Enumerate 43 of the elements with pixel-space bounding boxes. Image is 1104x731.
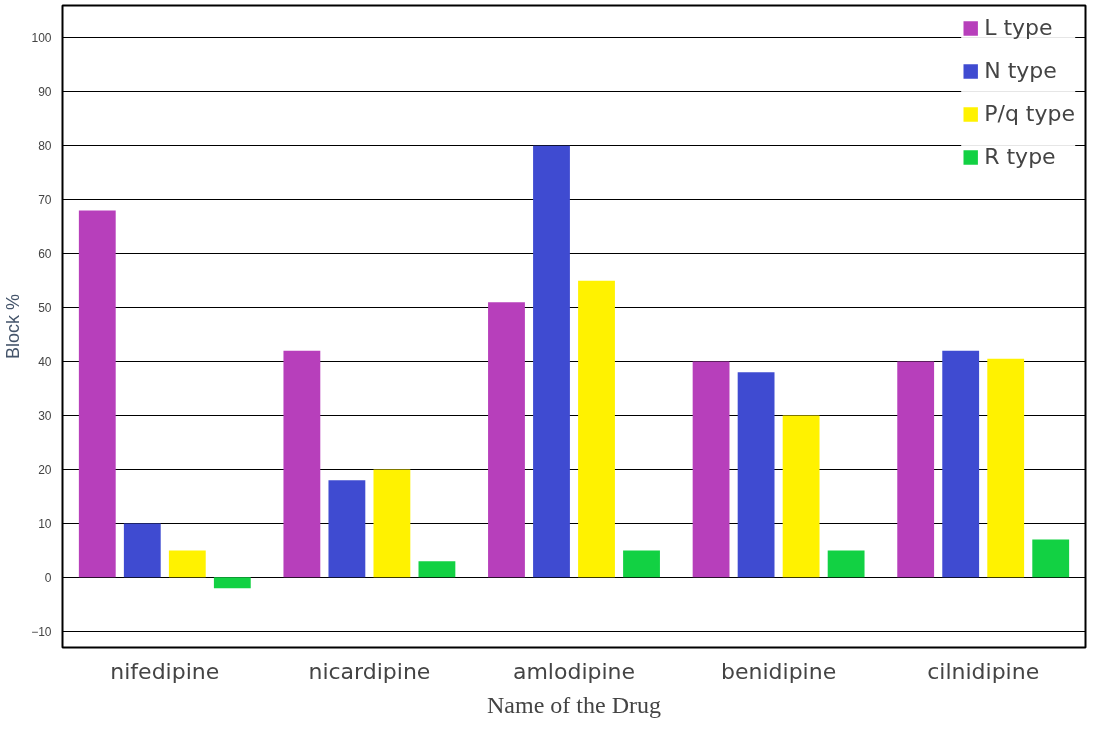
- y-tick-label: 10: [38, 516, 52, 531]
- bar: [782, 415, 820, 578]
- bar: [942, 350, 980, 578]
- bar: [987, 358, 1025, 578]
- y-tick-label: 90: [38, 85, 52, 100]
- y-tick-label: 20: [38, 462, 52, 477]
- bar: [328, 480, 366, 578]
- bar: [827, 550, 865, 578]
- x-tick-label: amlodipine: [512, 658, 636, 684]
- y-tick-label: 30: [38, 409, 52, 424]
- bar: [213, 577, 251, 589]
- x-tick-label: cilnidipine: [927, 658, 1040, 684]
- bar: [373, 469, 411, 578]
- legend-label: L type: [984, 15, 1053, 40]
- bar: [168, 550, 206, 578]
- bar: [692, 361, 730, 578]
- y-axis-title: Block %: [3, 293, 24, 360]
- y-tick-label: 0: [44, 570, 52, 585]
- legend-label: N type: [984, 58, 1057, 83]
- bar: [78, 210, 116, 578]
- x-tick-label: benidipine: [721, 658, 837, 684]
- bar: [897, 361, 935, 578]
- y-tick-label: 60: [38, 247, 52, 262]
- bar: [1032, 539, 1070, 578]
- y-tick-label: 80: [38, 139, 52, 154]
- bar: [578, 280, 615, 578]
- y-tick-label: 100: [31, 31, 52, 46]
- legend-label: P/q type: [984, 101, 1075, 126]
- bar: [488, 302, 525, 578]
- bar: [533, 145, 570, 578]
- bar: [623, 550, 660, 578]
- y-tick-label: 50: [38, 301, 52, 316]
- legend-label: R type: [984, 144, 1056, 169]
- x-axis-title: Name of the Drug: [487, 691, 661, 718]
- y-tick-label: −10: [31, 624, 52, 639]
- bar: [123, 523, 161, 578]
- bar: [418, 561, 456, 578]
- bar: [283, 350, 321, 578]
- x-tick-label: nifedipine: [110, 658, 220, 684]
- y-tick-label: 70: [38, 193, 52, 208]
- bar: [737, 372, 775, 578]
- x-tick-label: nicardipine: [308, 658, 431, 684]
- y-tick-label: 40: [38, 355, 52, 370]
